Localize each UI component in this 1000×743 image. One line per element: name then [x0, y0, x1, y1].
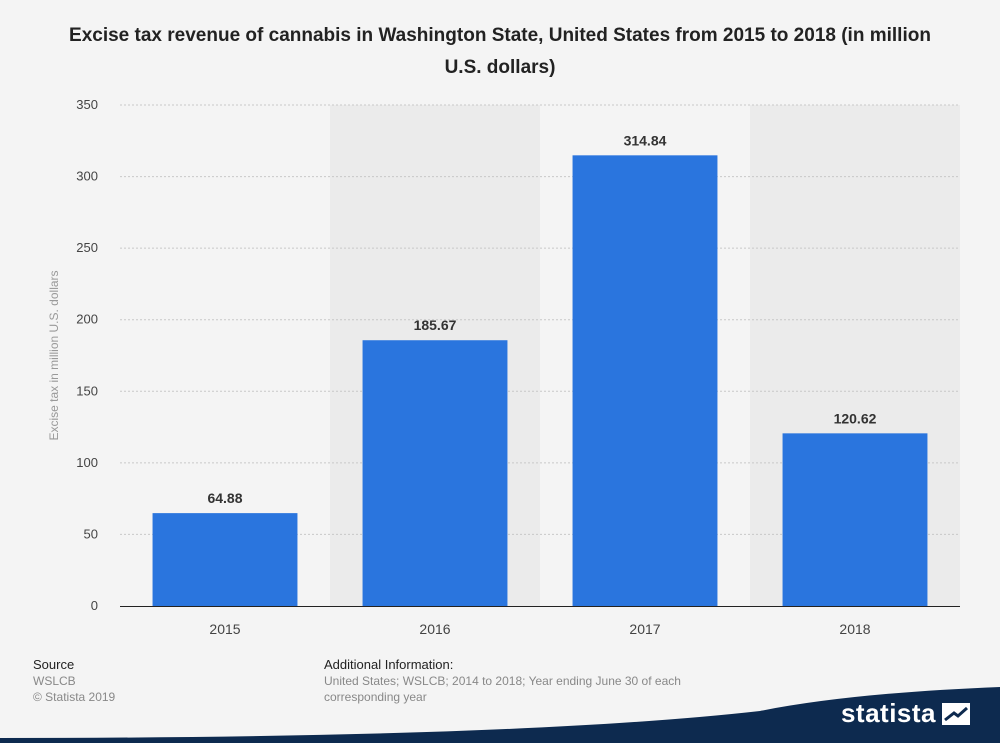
- x-tick-label: 2015: [209, 621, 240, 637]
- y-tick-label: 300: [76, 169, 98, 184]
- bars: [152, 155, 928, 606]
- x-tick-label: 2016: [419, 621, 450, 637]
- bar-value-label: 314.84: [624, 132, 667, 148]
- source-name: WSLCB: [33, 674, 76, 688]
- bar-value-label: 185.67: [414, 317, 457, 333]
- bar[interactable]: [362, 340, 508, 606]
- y-axis-ticks: 0 50 100 150 200 250 300 350: [76, 97, 98, 613]
- brand-band: [0, 687, 1000, 743]
- additional-info-heading: Additional Information:: [324, 657, 454, 672]
- y-tick-label: 150: [76, 383, 98, 398]
- statista-logo-icon: [942, 702, 970, 725]
- source-block: Source WSLCB © Statista 2019: [33, 657, 115, 705]
- additional-info-block: Additional Information: United States; W…: [324, 657, 724, 705]
- y-tick-label: 250: [76, 240, 98, 255]
- statista-logo[interactable]: statista: [841, 698, 970, 729]
- y-tick-label: 200: [76, 312, 98, 327]
- y-axis-label: Excise tax in million U.S. dollars: [47, 270, 61, 440]
- bar-value-labels: 64.88 185.67 314.84 120.62: [207, 132, 876, 506]
- bar-value-label: 120.62: [834, 410, 877, 426]
- bar-value-label: 64.88: [207, 490, 242, 506]
- bar[interactable]: [782, 433, 928, 606]
- bar[interactable]: [572, 155, 718, 606]
- chart-title: Excise tax revenue of cannabis in Washin…: [69, 25, 931, 78]
- y-tick-label: 100: [76, 455, 98, 470]
- y-tick-label: 50: [84, 526, 98, 541]
- logo-text: statista: [840, 698, 936, 728]
- x-tick-label: 2018: [839, 621, 870, 637]
- x-tick-label: 2017: [629, 621, 660, 637]
- copyright: © Statista 2019: [33, 690, 116, 704]
- bar[interactable]: [152, 513, 298, 606]
- additional-info-text: United States; WSLCB; 2014 to 2018; Year…: [324, 674, 681, 704]
- y-tick-label: 350: [76, 97, 98, 112]
- source-heading: Source: [33, 657, 75, 672]
- x-axis-ticks: 2015 2016 2017 2018: [209, 621, 870, 637]
- y-tick-label: 0: [91, 598, 98, 613]
